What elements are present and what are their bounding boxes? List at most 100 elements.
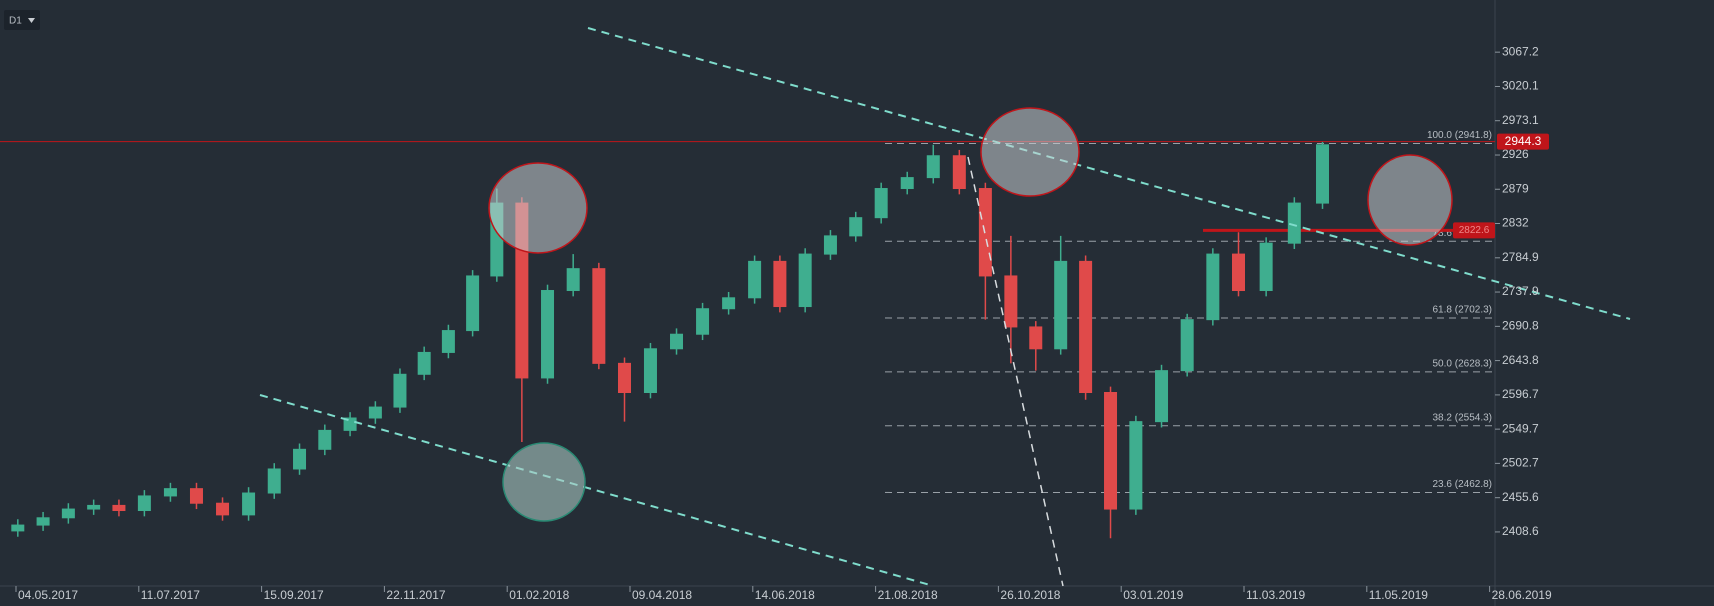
y-tick-label: 2408.6 (1502, 524, 1539, 538)
fib-trend (967, 156, 1064, 587)
y-tick-label: 2549.7 (1502, 421, 1539, 435)
candle-body (36, 517, 50, 526)
y-tick-label: 2879 (1502, 181, 1529, 195)
y-tick-label: 2455.6 (1502, 490, 1539, 504)
x-tick-label: 21.08.2018 (878, 588, 938, 602)
candle-body (1259, 242, 1273, 292)
candle-body (393, 373, 407, 408)
candle-body (163, 488, 177, 497)
highlight-circle (502, 442, 586, 522)
candle-body (343, 417, 357, 431)
candle-body (1287, 202, 1301, 244)
candle-body (874, 188, 888, 219)
candle-body (566, 268, 580, 292)
candle-body (1104, 391, 1118, 510)
candle-body (849, 217, 863, 237)
trend-line (259, 394, 931, 586)
candle-body (189, 488, 203, 504)
candle-body (1232, 253, 1246, 292)
candle-body (541, 290, 555, 379)
candle-body (1180, 319, 1194, 372)
candle-body (441, 330, 455, 353)
candle-body (1316, 144, 1330, 204)
x-tick-label: 11.03.2019 (1246, 588, 1305, 602)
axes: 3067.2 3020.1 2973.1 2926 2879 2832 2784.9 2737… (15, 44, 1552, 602)
trend-line (587, 27, 1631, 320)
candle-body (11, 524, 25, 532)
candle-body (1129, 421, 1143, 510)
fib-label: 23.6 (2462.8) (1433, 479, 1493, 490)
candle-body (823, 235, 837, 255)
x-tick-label: 01.02.2018 (509, 588, 569, 602)
candle-body (318, 429, 332, 450)
x-tick-label: 04.05.2017 (18, 588, 78, 602)
candle-body (592, 268, 606, 364)
dropdown-arrow[interactable] (28, 18, 35, 23)
candle-body (643, 348, 657, 393)
y-tick-label: 2596.7 (1502, 387, 1539, 401)
x-tick-label: 03.01.2019 (1123, 588, 1183, 602)
x-tick-label: 14.06.2018 (755, 588, 815, 602)
candle-body (773, 260, 787, 308)
x-tick-label: 22.11.2017 (386, 588, 445, 602)
x-tick-label: 26.10.2018 (1000, 588, 1060, 602)
y-tick-label: 2784.9 (1502, 250, 1539, 264)
fib-label: 50.0 (2628.3) (1433, 359, 1493, 370)
highlight-circle (980, 107, 1080, 197)
candle-body (1004, 275, 1018, 328)
timeframe-selector[interactable]: D1 (4, 10, 40, 30)
y-tick-label: 3020.1 (1502, 79, 1539, 93)
price-label: 2944.3 (1505, 134, 1542, 148)
candle-body (748, 260, 762, 299)
candle-body (368, 406, 382, 419)
y-tick-label: 2502.7 (1502, 456, 1539, 470)
candle-body (798, 253, 812, 308)
fib-label: 100.0 (2941.8) (1427, 130, 1492, 141)
x-tick-label: 11.07.2017 (141, 588, 200, 602)
candle-body (926, 155, 940, 179)
candle-body (466, 275, 480, 332)
level-label-box (1453, 222, 1495, 239)
timeframe-box[interactable] (4, 10, 40, 30)
candle-body (1155, 370, 1169, 423)
candle-body (1079, 260, 1093, 393)
x-tick-label: 09.04.2018 (632, 588, 692, 602)
highlight-circle (1367, 154, 1453, 246)
y-tick-label: 2737.9 (1502, 284, 1539, 298)
candle-body (900, 177, 914, 190)
x-tick-label: 11.05.2019 (1369, 588, 1428, 602)
candle-body (722, 297, 736, 310)
candles: 2822.6 (11, 141, 1495, 539)
y-tick-label: 2643.8 (1502, 353, 1539, 367)
y-tick-label: 3067.2 (1502, 44, 1539, 58)
y-tick-label: 2832 (1502, 216, 1529, 230)
fib-label: 61.8 (2702.3) (1433, 305, 1493, 316)
candle-body (87, 504, 101, 510)
x-tick-label: 15.09.2017 (264, 588, 324, 602)
candle-body (293, 448, 307, 470)
timeframe-label[interactable]: D1 (9, 16, 22, 27)
y-tick-label: 2690.8 (1502, 319, 1539, 333)
y-tick-label: 2973.1 (1502, 113, 1539, 127)
fib-label: 38.2 (2554.3) (1433, 412, 1493, 423)
level-label: 2822.6 (1459, 225, 1490, 236)
candle-body (61, 508, 75, 519)
drawings (259, 27, 1631, 587)
candle-body (267, 468, 281, 494)
candle-body (242, 492, 256, 516)
candle-body (670, 333, 684, 350)
candle-body (216, 502, 230, 516)
candle-body (618, 362, 632, 393)
candle-body (417, 351, 431, 375)
candle-body (696, 308, 710, 335)
price-label-box (1497, 133, 1549, 150)
candle-body (1029, 326, 1043, 350)
candle-body (137, 495, 151, 512)
candle-body (1206, 253, 1220, 321)
highlight-circle (488, 162, 588, 254)
candle-body (1054, 260, 1068, 350)
x-tick-label: 28.06.2019 (1492, 588, 1552, 602)
